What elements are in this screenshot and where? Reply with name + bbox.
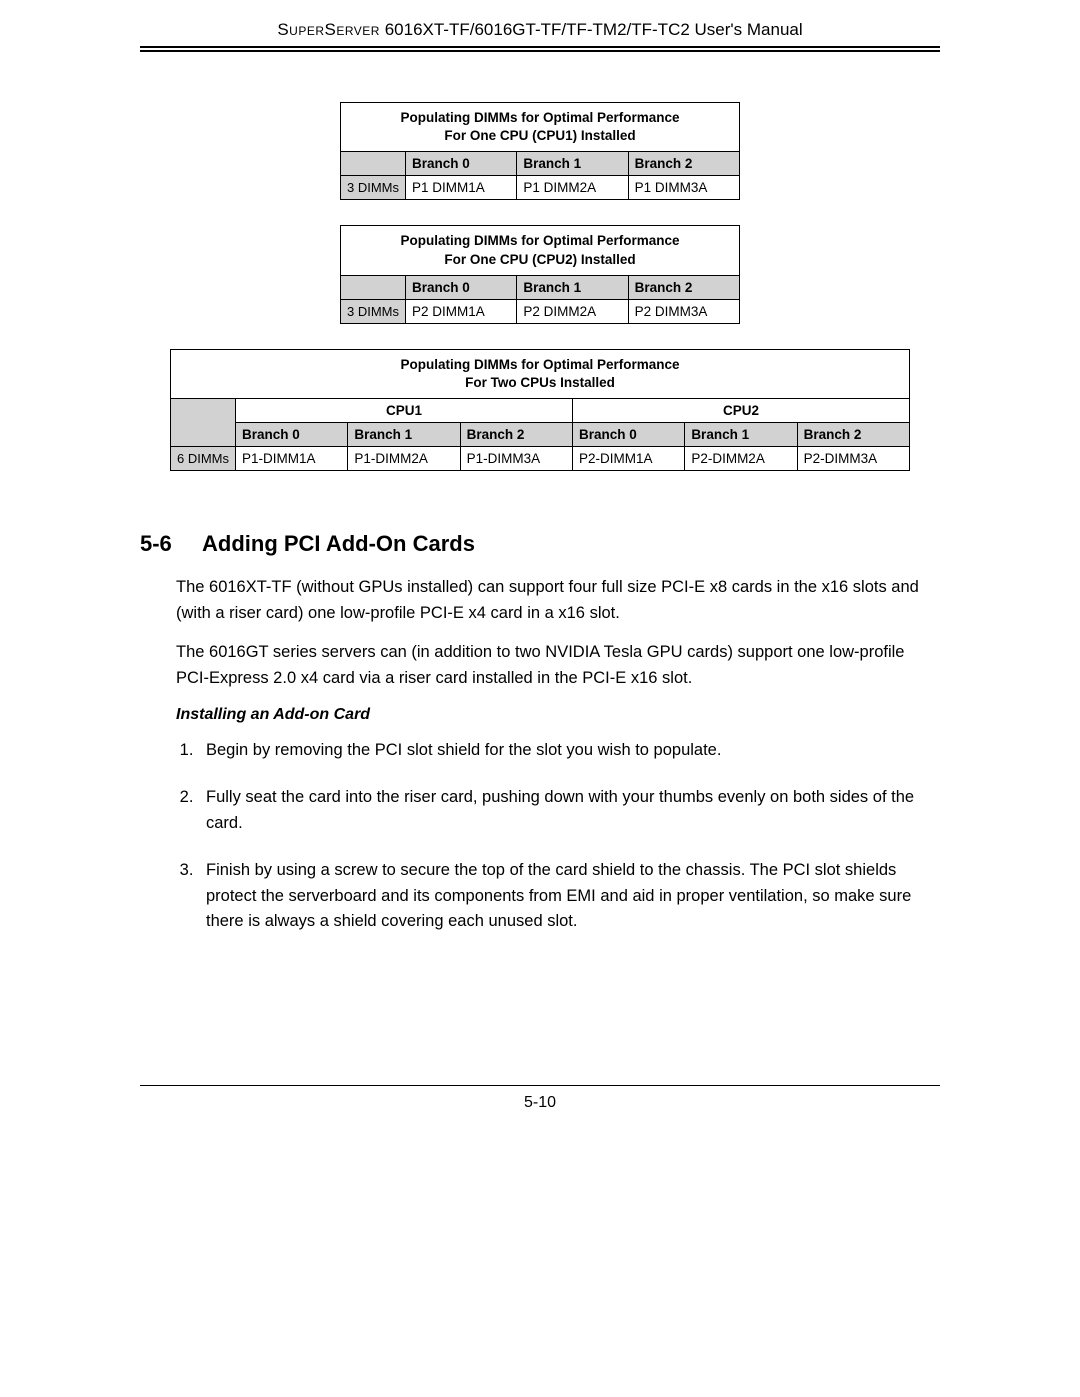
- install-steps: Begin by removing the PCI slot shield fo…: [140, 738, 940, 935]
- table3-col2: Branch 2: [460, 423, 572, 447]
- table1-cell1: P1 DIMM2A: [517, 176, 628, 200]
- header-model: 6016XT-TF/6016GT-TF/TF-TM2/TF-TC2 User's…: [380, 20, 803, 39]
- table2-col1: Branch 1: [517, 275, 628, 299]
- table2-cell2: P2 DIMM3A: [628, 299, 739, 323]
- table1-rowlabel: 3 DIMMs: [341, 176, 406, 200]
- table3-blank-head: [171, 399, 236, 447]
- table1-title: Populating DIMMs for Optimal Performance…: [341, 103, 740, 152]
- dimm-table-two-cpus: Populating DIMMs for Optimal Performance…: [170, 349, 910, 471]
- table2-title: Populating DIMMs for Optimal Performance…: [341, 226, 740, 275]
- table3-rowlabel: 6 DIMMs: [171, 447, 236, 471]
- page-header: SuperServer 6016XT-TF/6016GT-TF/TF-TM2/T…: [140, 20, 940, 46]
- section-number: 5-6: [140, 531, 202, 557]
- table2-col2: Branch 2: [628, 275, 739, 299]
- section-heading: 5-6Adding PCI Add-On Cards: [140, 531, 940, 557]
- table3-cell5: P2-DIMM3A: [797, 447, 909, 471]
- table1-col0: Branch 0: [406, 152, 517, 176]
- paragraph-1: The 6016XT-TF (without GPUs installed) c…: [140, 575, 940, 626]
- step-3: Finish by using a screw to secure the to…: [198, 858, 940, 935]
- table3-col1: Branch 1: [348, 423, 460, 447]
- table1-title-l1: Populating DIMMs for Optimal Performance: [400, 110, 679, 125]
- table3-cpu2: CPU2: [572, 399, 909, 423]
- table1-title-l2: For One CPU (CPU1) Installed: [444, 128, 635, 143]
- sub-heading: Installing an Add-on Card: [140, 706, 940, 724]
- table1-cell2: P1 DIMM3A: [628, 176, 739, 200]
- table3-cell1: P1-DIMM2A: [348, 447, 460, 471]
- table3-cell0: P1-DIMM1A: [236, 447, 348, 471]
- table3-col3: Branch 0: [572, 423, 684, 447]
- table1-col1: Branch 1: [517, 152, 628, 176]
- header-rule: [140, 46, 940, 52]
- page-number: 5-10: [140, 1086, 940, 1112]
- table3-col0: Branch 0: [236, 423, 348, 447]
- table2-title-l2: For One CPU (CPU2) Installed: [444, 252, 635, 267]
- step-1: Begin by removing the PCI slot shield fo…: [198, 738, 940, 764]
- table2-rowlabel: 3 DIMMs: [341, 299, 406, 323]
- table2-blank-head: [341, 275, 406, 299]
- table3-cell4: P2-DIMM2A: [685, 447, 797, 471]
- step-2: Fully seat the card into the riser card,…: [198, 785, 940, 836]
- table1-blank-head: [341, 152, 406, 176]
- table1-cell0: P1 DIMM1A: [406, 176, 517, 200]
- section-title: Adding PCI Add-On Cards: [202, 531, 475, 556]
- dimm-table-cpu1: Populating DIMMs for Optimal Performance…: [340, 102, 740, 200]
- table2-cell0: P2 DIMM1A: [406, 299, 517, 323]
- table3-title: Populating DIMMs for Optimal Performance…: [171, 349, 910, 398]
- table3-cell3: P2-DIMM1A: [572, 447, 684, 471]
- table2-col0: Branch 0: [406, 275, 517, 299]
- page: SuperServer 6016XT-TF/6016GT-TF/TF-TM2/T…: [0, 0, 1080, 1152]
- table3-cell2: P1-DIMM3A: [460, 447, 572, 471]
- table3-cpu1: CPU1: [236, 399, 573, 423]
- table2-title-l1: Populating DIMMs for Optimal Performance: [400, 233, 679, 248]
- table3-col5: Branch 2: [797, 423, 909, 447]
- table2-cell1: P2 DIMM2A: [517, 299, 628, 323]
- table3-title-l2: For Two CPUs Installed: [465, 375, 615, 390]
- header-brand: SuperServer: [277, 20, 380, 39]
- dimm-table-cpu2: Populating DIMMs for Optimal Performance…: [340, 225, 740, 323]
- paragraph-2: The 6016GT series servers can (in additi…: [140, 640, 940, 691]
- table3-title-l1: Populating DIMMs for Optimal Performance: [400, 357, 679, 372]
- table1-col2: Branch 2: [628, 152, 739, 176]
- table3-col4: Branch 1: [685, 423, 797, 447]
